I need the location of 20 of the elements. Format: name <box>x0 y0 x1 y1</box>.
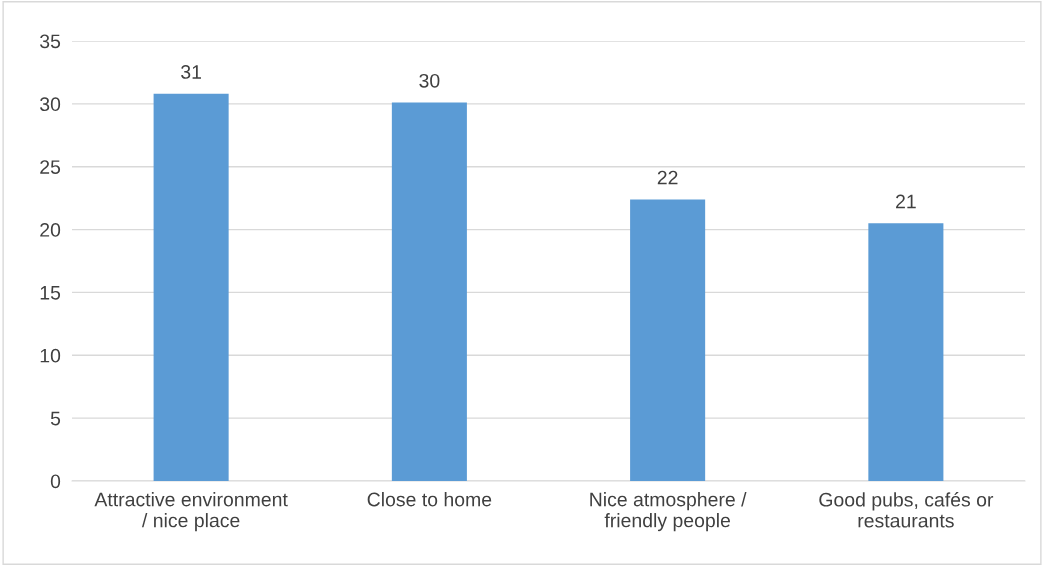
y-tick-label: 25 <box>40 160 61 174</box>
data-label: 30 <box>419 73 440 88</box>
y-tick-label: 5 <box>50 411 61 426</box>
bar <box>868 223 944 481</box>
y-tick-label: 20 <box>40 223 61 237</box>
data-label: 31 <box>181 65 201 79</box>
y-tick-label: 30 <box>40 97 61 112</box>
y-tick-label: 10 <box>40 348 61 363</box>
data-label: 21 <box>896 194 916 209</box>
x-tick-label: Nice atmosphere / friendly people <box>590 492 747 532</box>
y-tick-label: 35 <box>40 34 61 49</box>
bar <box>630 199 706 481</box>
bar <box>391 102 467 481</box>
y-tick-label: 0 <box>50 474 61 489</box>
x-tick-label: Good pubs, cafés or restaurants <box>819 492 994 528</box>
bar <box>153 93 229 481</box>
y-tick-label: 15 <box>40 286 61 300</box>
x-tick-label: Attractive environment / nice place <box>94 492 288 532</box>
data-label: 22 <box>657 170 678 185</box>
x-tick-label: Close to home <box>367 492 492 507</box>
